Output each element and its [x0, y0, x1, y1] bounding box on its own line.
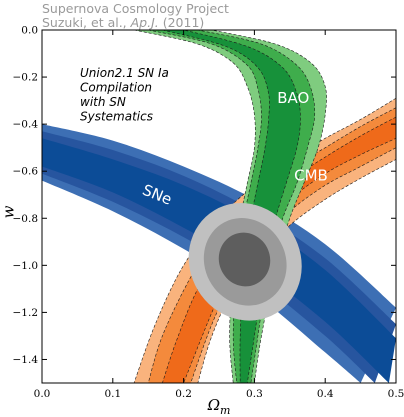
cmb-contour-3	[162, 116, 396, 383]
confidence-regions	[42, 30, 396, 383]
combined-contour-3	[218, 232, 271, 287]
x-axis-title: Ωm	[207, 396, 231, 417]
y-tick-label: −1.2	[13, 307, 39, 319]
plot-frame	[41, 29, 397, 384]
credit-line-1: Supernova Cosmology Project	[42, 1, 229, 16]
y-tick-label: −0.8	[13, 213, 39, 225]
y-tick-label: −1.0	[13, 260, 39, 272]
credit-journal: Ap.J.	[130, 15, 159, 30]
x-tick-label: 0.4	[317, 388, 334, 400]
y-axis-title: w	[0, 205, 17, 218]
x-tick-label: 0.0	[34, 388, 51, 400]
annotation-line-2: Compilation	[80, 81, 152, 95]
sne-contour-3	[42, 138, 396, 383]
axis-ticks: 0.0 0.1 0.2 0.3 0.4 0.5 0.0 −0.2 −0.4 −0.6 −0.8 −1.…	[13, 25, 404, 401]
y-tick-label: −1.4	[13, 354, 39, 366]
bao-label: BAO	[277, 89, 309, 107]
x-tick-label: 0.5	[388, 388, 404, 400]
y-tick-label: 0.0	[21, 25, 38, 37]
cmb-label: CMB	[294, 167, 328, 185]
bao-contour-3	[162, 30, 301, 383]
credit-authors: Suzuki, et al.,	[42, 15, 131, 30]
y-tick-label: −0.2	[13, 72, 39, 84]
x-tick-label: 0.3	[246, 388, 263, 400]
credit-year: (2011)	[159, 15, 205, 30]
annotation-line-1: Union2.1 SN Ia	[80, 66, 169, 80]
bao-region	[133, 30, 327, 383]
x-axis-title-subscript: m	[220, 404, 230, 417]
x-axis-title-symbol: Ω	[207, 396, 220, 414]
y-tick-label: −0.6	[13, 166, 39, 178]
combined-region	[188, 203, 302, 321]
y-tick-label: −0.4	[13, 119, 39, 131]
credit-line-2: Suzuki, et al., Ap.J. (2011)	[42, 15, 204, 30]
annotation-line-4: Systematics	[80, 110, 153, 124]
x-tick-label: 0.1	[104, 388, 121, 400]
x-tick-label: 0.2	[175, 388, 192, 400]
annotation-line-3: with SN	[80, 95, 126, 109]
